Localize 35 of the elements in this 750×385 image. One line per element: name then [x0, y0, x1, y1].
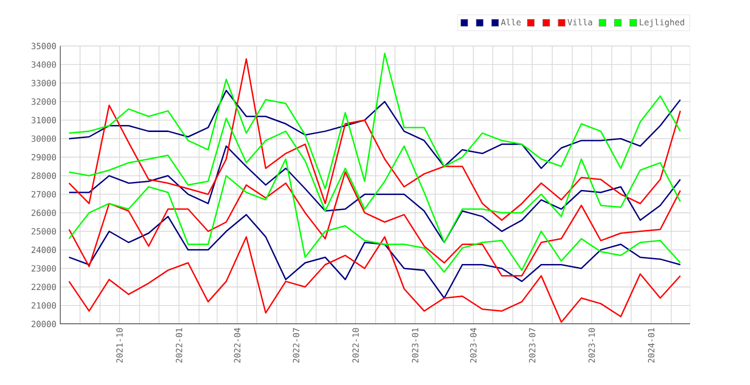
y-tick-label: 25000: [32, 228, 56, 235]
line-series: [68, 214, 682, 299]
legend-label: Alle: [500, 18, 521, 26]
y-tick-label: 32000: [32, 98, 56, 105]
y-tick-label: 24000: [32, 246, 56, 254]
y-tick-label: 26000: [32, 210, 56, 216]
y-tick-label: 31000: [32, 116, 56, 124]
line-series: [68, 58, 682, 221]
x-tick-label: 2022-10: [352, 328, 359, 363]
y-tick-label: 28000: [32, 172, 56, 179]
y-tick-label: 34000: [32, 61, 56, 68]
x-tick-label: 2021-10: [116, 328, 123, 363]
line-series: [68, 52, 682, 190]
y-tick-label: 27000: [32, 191, 56, 198]
x-tick-label: 2023-10: [588, 328, 595, 363]
y-tick-label: 33000: [32, 80, 56, 86]
x-tick-label: 2023-07: [528, 328, 536, 363]
x-tick-label: 2023-01: [412, 328, 418, 363]
x-tick-label: 2022-01: [176, 328, 182, 363]
x-tick-label: 2023-04: [470, 328, 477, 363]
x-tick-label: 2022-04: [234, 328, 240, 363]
line-series: [68, 90, 682, 170]
y-tick-label: 30000: [32, 135, 56, 142]
line-series: [68, 236, 682, 323]
y-tick-label: 22000: [32, 284, 56, 290]
legend-label: Lejlighed: [640, 18, 684, 28]
x-tick-label: 2024-01: [648, 328, 654, 363]
legend-label: Villa: [568, 18, 592, 26]
y-tick-label: 21000: [32, 302, 56, 309]
y-tick-label: 20000: [32, 320, 56, 328]
y-tick-label: 29000: [32, 154, 56, 160]
y-tick-label: 35000: [32, 42, 56, 50]
line-series: [68, 118, 682, 244]
x-tick-label: 2022-07: [292, 328, 300, 363]
y-tick-label: 23000: [32, 265, 56, 272]
